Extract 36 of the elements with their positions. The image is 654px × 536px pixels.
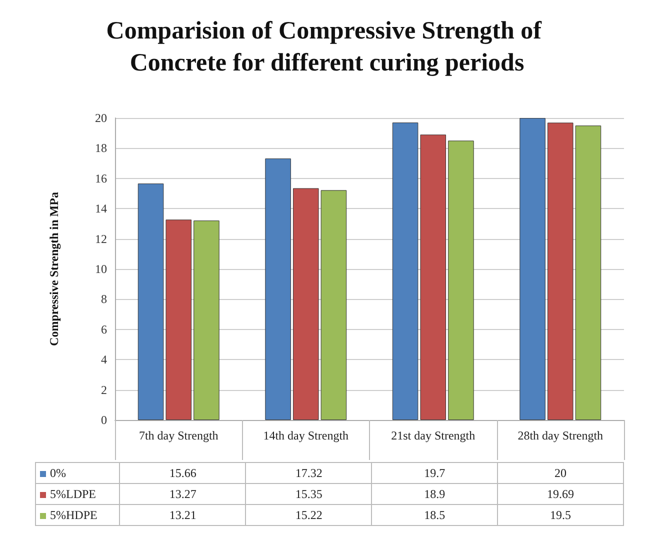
y-tick-label: 20 xyxy=(95,111,107,125)
bar xyxy=(265,158,291,420)
bar xyxy=(194,220,220,420)
data-label: 18.9 xyxy=(372,484,498,504)
y-tick-label: 4 xyxy=(101,352,107,367)
y-tick-label: 14 xyxy=(95,202,107,216)
legend-label: 5%HDPE xyxy=(36,504,120,526)
y-tick-label: 0 xyxy=(101,413,107,427)
y-tick-label: 2 xyxy=(101,382,107,397)
data-label: 13.27 xyxy=(120,484,246,504)
data-label: 13.21 xyxy=(120,504,246,526)
y-tick-label: 12 xyxy=(95,232,107,246)
data-label: 19.69 xyxy=(498,484,624,504)
y-tick-label: 18 xyxy=(95,141,107,156)
data-label: 18.5 xyxy=(372,504,498,526)
y-tick-label: 10 xyxy=(95,262,107,276)
data-label: 17.32 xyxy=(246,462,372,484)
x-tick-label: 21st day Strength xyxy=(391,428,476,442)
legend-label: 5%LDPE xyxy=(36,484,120,504)
data-label: 20 xyxy=(498,462,624,484)
data-label: 15.66 xyxy=(120,462,246,484)
data-label: 19.7 xyxy=(372,462,498,484)
data-label: 15.22 xyxy=(246,504,372,526)
chart-title: Comparision of Compressive Strength of Concrete for different curing periods xyxy=(106,18,548,76)
x-tick-label: 14th day Strength xyxy=(263,428,349,442)
x-tick-label: 7th day Strength xyxy=(138,428,218,442)
y-tick-label: 8 xyxy=(101,292,107,306)
x-tick-label: 28th day Strength xyxy=(518,428,604,442)
y-axis-title: Compressive Strength in MPa xyxy=(47,192,61,346)
bar xyxy=(448,140,474,420)
data-label: 15.35 xyxy=(246,484,372,504)
y-tick-label: 6 xyxy=(101,322,107,336)
legend-label: 0% xyxy=(36,462,120,484)
y-tick-label: 16 xyxy=(95,171,107,186)
data-label: 19.5 xyxy=(498,504,624,526)
bar xyxy=(520,118,546,420)
